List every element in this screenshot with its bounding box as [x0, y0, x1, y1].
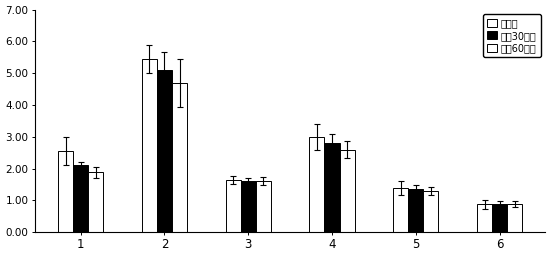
Bar	[339, 150, 355, 232]
Bar	[241, 181, 256, 232]
Bar	[58, 151, 73, 232]
Bar	[256, 181, 271, 232]
Bar	[310, 137, 325, 232]
Legend: 试验前, 试验30天后, 试验60天后: 试验前, 试验30天后, 试验60天后	[483, 14, 541, 57]
Bar	[142, 59, 157, 232]
Bar	[157, 70, 172, 232]
Bar	[408, 189, 423, 232]
Bar	[423, 191, 439, 232]
Bar	[507, 204, 522, 232]
Bar	[477, 204, 492, 232]
Bar	[225, 180, 241, 232]
Bar	[88, 172, 103, 232]
Bar	[492, 204, 507, 232]
Bar	[325, 142, 339, 232]
Bar	[172, 83, 187, 232]
Bar	[393, 188, 408, 232]
Bar	[73, 166, 88, 232]
